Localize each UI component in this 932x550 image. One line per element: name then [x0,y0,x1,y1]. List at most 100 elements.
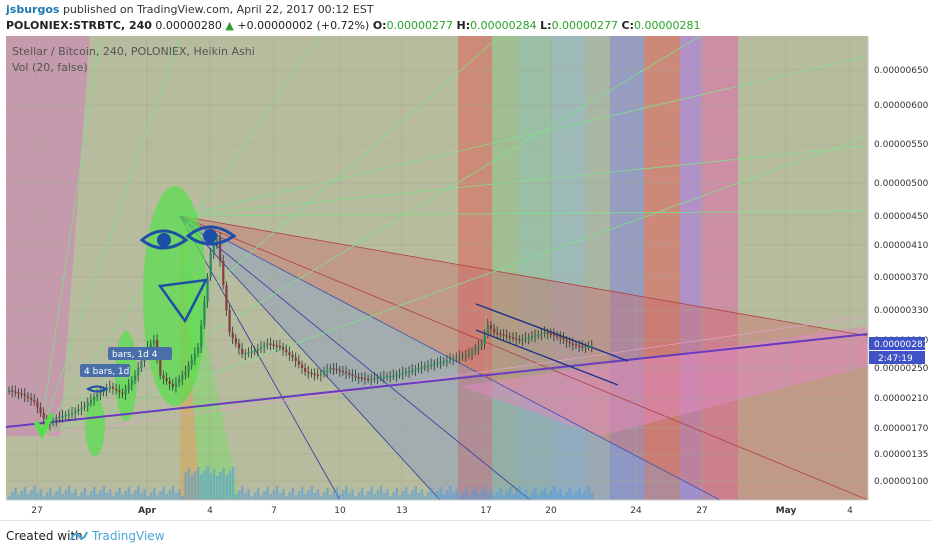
volume-bar [67,486,71,500]
volume-bar [357,492,361,500]
tradingview-logo-icon[interactable] [70,528,88,542]
volume-bar [83,488,87,500]
volume-bar [411,490,414,500]
candle [285,349,288,353]
volume-bar [20,491,24,500]
volume-bar [408,494,411,500]
support-trendline[interactable] [5,333,869,428]
channel-lower-line[interactable] [475,329,619,386]
volume-indicator-label: Vol (20, false) [12,61,88,74]
volume-bar [461,492,465,500]
price-axis[interactable] [868,36,932,500]
candle [288,352,291,355]
triangle-icon [157,278,209,324]
volume-bar [496,492,499,500]
volume-bar [323,492,326,500]
candle [67,413,71,416]
last-price: 0.00000280 [155,19,222,32]
volume-bar [237,490,241,500]
candle [549,333,552,335]
candle [581,346,584,348]
volume-bar [86,495,90,500]
up-arrow-icon: ▲ [225,19,234,32]
label-box [80,364,130,377]
candle [464,354,467,357]
author-link[interactable]: jsburgos [6,3,60,16]
volume-bar [568,488,572,500]
created-with-text: Created with [6,529,83,543]
candle [530,336,534,338]
volume-bar [143,489,147,500]
pink-fan-region [6,36,90,436]
volume-bar [275,486,279,500]
candle [291,354,294,358]
volume-bar [45,492,49,500]
candle [149,343,152,347]
candle [534,335,537,337]
candle [200,325,203,347]
volume-bar [30,490,33,500]
volume-bar [338,494,342,500]
channel-upper-line[interactable] [475,303,629,362]
price-tick-label: 0.00000650 [874,66,929,76]
symbol-label: POLONIEX:STRBTC, 240 [6,19,152,32]
candle [42,413,45,419]
candle [20,393,23,395]
volume-bar [272,490,276,500]
bars-range-label: 4 bars, 1d [80,364,130,377]
time-tick-label: 4 [847,506,853,516]
candle [565,340,568,342]
price-axis-ticks: 0.00000650 0.00000600 0.00000550 0.00000500… [874,66,929,487]
footer: Created with TradingView [0,520,932,550]
volume-bar [477,494,480,500]
volume-bar [181,496,184,500]
volume-bar [241,486,244,500]
volume-bar [108,489,112,500]
candle [250,351,253,353]
candle [367,378,370,381]
candle [329,368,332,370]
volume-bar [219,472,222,500]
volume-bar [351,489,354,500]
volume-bar [581,494,584,500]
candle [401,372,404,375]
tradingview-brand-link[interactable]: TradingView [92,529,165,543]
candle [587,346,590,348]
volume-bar [58,487,61,500]
volume-bar [420,489,424,500]
candle [310,372,313,375]
volume-bar [578,487,581,500]
eye-pupil-icon [157,233,171,247]
candle [452,358,455,360]
volume-bar [307,490,310,500]
volume-bar [140,493,143,500]
price-tick-label: 0.00000410 [874,241,929,251]
candle [392,375,395,377]
price-tick-label: 0.00000170 [874,424,929,434]
time-zone-band [492,36,518,500]
candle [313,373,316,376]
candle [71,413,74,415]
time-axis[interactable] [0,500,932,520]
candle [121,392,124,395]
volume-bar [439,487,443,500]
volume-bar [386,489,389,500]
label-text: bars, 1d 4 [112,350,158,360]
eye-icon [185,225,237,246]
volume-bar [455,489,458,500]
volume-bar [316,489,320,500]
open-label: O: [372,19,387,32]
volume-bar [42,496,46,500]
candle [439,361,442,364]
price-chart[interactable]: 4 bars, 1d bars, 1d 4 Stellar / Bitcoin,… [0,36,932,520]
fan-line [179,215,868,337]
candle [543,332,546,334]
volume-bar [414,486,417,500]
time-zone-band [518,36,552,500]
candle [335,368,338,371]
candle [354,375,357,378]
fan-line [179,55,868,217]
volume-bar [452,493,455,500]
volume-bar [360,488,364,500]
label-text: 4 bars, 1d [84,367,129,377]
